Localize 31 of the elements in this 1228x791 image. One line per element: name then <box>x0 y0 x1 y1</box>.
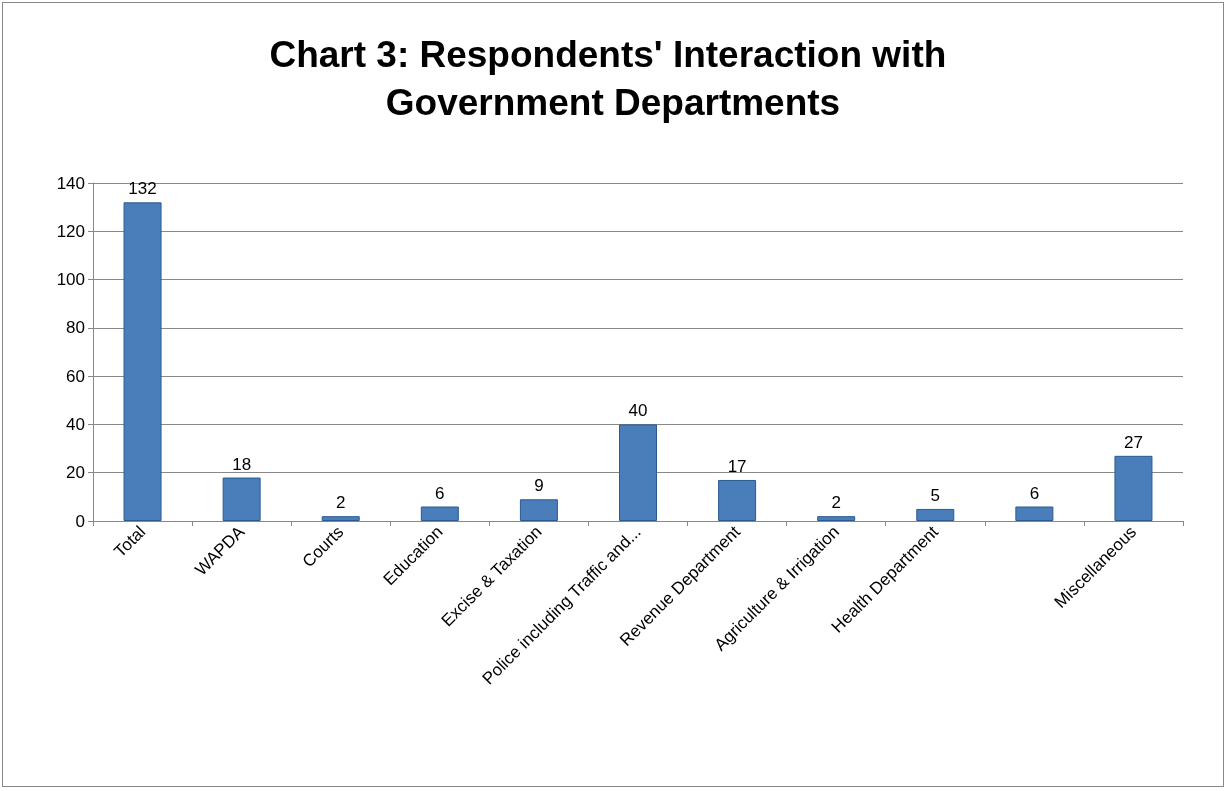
bar <box>420 506 459 521</box>
y-tick-label: 120 <box>56 221 85 241</box>
bar <box>1114 455 1153 521</box>
data-label: 27 <box>1123 432 1143 452</box>
data-label: 9 <box>534 476 544 496</box>
data-label: 2 <box>831 493 841 513</box>
y-tick-label: 140 <box>56 173 85 193</box>
data-label: 17 <box>727 456 747 476</box>
data-label: 132 <box>128 179 157 199</box>
bar <box>519 499 558 521</box>
y-tick-label: 60 <box>66 366 85 386</box>
y-tick-label: 100 <box>56 270 85 290</box>
bar <box>916 508 955 521</box>
data-label: 6 <box>435 483 445 503</box>
y-tick-label: 40 <box>66 414 85 434</box>
data-label: 40 <box>628 401 648 421</box>
chart-title: Chart 3: Respondents' Interaction with Government Departments <box>269 33 957 123</box>
y-tick-label: 20 <box>66 463 85 483</box>
bar <box>619 424 657 521</box>
data-label: 6 <box>1029 483 1040 503</box>
y-tick-label: 80 <box>66 318 85 338</box>
bar <box>1015 506 1054 521</box>
bar <box>817 516 856 521</box>
data-label: 2 <box>335 493 346 513</box>
bar <box>321 516 360 521</box>
data-label: 5 <box>930 485 941 505</box>
data-label: 18 <box>232 454 252 474</box>
bar <box>123 202 162 521</box>
bar <box>718 479 757 521</box>
y-tick-label: 0 <box>75 511 85 531</box>
bar <box>222 477 261 521</box>
